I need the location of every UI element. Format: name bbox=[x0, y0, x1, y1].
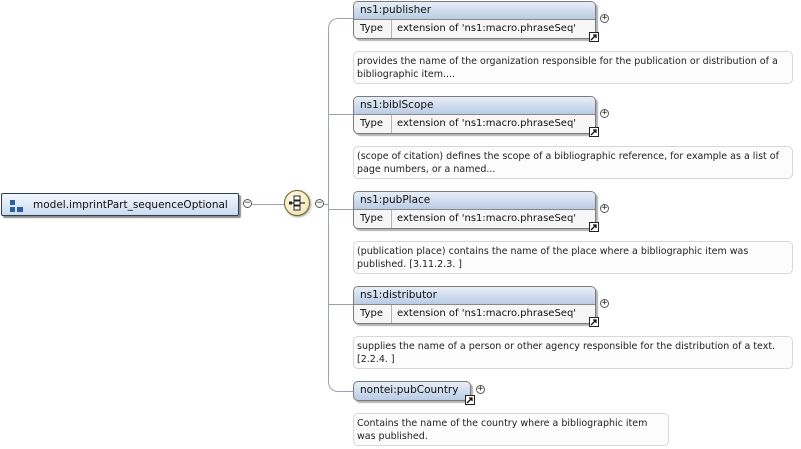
goto-definition-icon[interactable] bbox=[589, 127, 599, 137]
documentation-note: Contains the name of the country where a… bbox=[353, 413, 669, 446]
documentation-note: provides the name of the organization re… bbox=[353, 51, 793, 84]
type-row: Type extension of 'ns1:macro.phraseSeq' bbox=[354, 115, 595, 133]
type-row: Type extension of 'ns1:macro.phraseSeq' bbox=[354, 210, 595, 228]
model-group-icon bbox=[10, 200, 23, 212]
expand-icon[interactable]: + bbox=[600, 108, 609, 118]
type-value: extension of 'ns1:macro.phraseSeq' bbox=[397, 23, 577, 34]
model-group-label: model.imprintPart_sequenceOptional bbox=[33, 199, 228, 211]
goto-definition-icon[interactable] bbox=[465, 395, 475, 405]
element-name: nontei:pubCountry bbox=[360, 384, 459, 396]
documentation-note: (scope of citation) defines the scope of… bbox=[353, 146, 793, 179]
sequence-compositor[interactable] bbox=[284, 190, 310, 216]
element-pubPlace[interactable]: ns1:pubPlace Type extension of 'ns1:macr… bbox=[353, 191, 596, 229]
connector-vertical bbox=[328, 28, 330, 382]
element-distributor[interactable]: ns1:distributor Type extension of 'ns1:m… bbox=[353, 286, 596, 324]
goto-definition-icon[interactable] bbox=[589, 32, 599, 42]
connector-seq-trunk bbox=[324, 204, 329, 205]
type-label: Type bbox=[360, 308, 383, 319]
type-value: extension of 'ns1:macro.phraseSeq' bbox=[397, 118, 577, 129]
divider bbox=[391, 115, 392, 133]
element-biblScope[interactable]: ns1:biblScope Type extension of 'ns1:mac… bbox=[353, 96, 596, 134]
element-pubCountry[interactable]: nontei:pubCountry bbox=[353, 381, 471, 401]
type-value: extension of 'ns1:macro.phraseSeq' bbox=[397, 213, 577, 224]
element-name: ns1:biblScope bbox=[354, 97, 595, 115]
expand-icon[interactable]: + bbox=[476, 384, 485, 394]
element-name: ns1:pubPlace bbox=[354, 192, 595, 210]
documentation-note: (publication place) contains the name of… bbox=[353, 241, 793, 274]
element-name: ns1:distributor bbox=[354, 287, 595, 305]
divider bbox=[391, 210, 392, 228]
element-publisher[interactable]: ns1:publisher Type extension of 'ns1:mac… bbox=[353, 1, 596, 39]
sequence-icon bbox=[289, 195, 305, 211]
connector-top-curve bbox=[328, 18, 354, 31]
connector-root-to-seq bbox=[252, 204, 284, 205]
type-row: Type extension of 'ns1:macro.phraseSeq' bbox=[354, 20, 595, 38]
expand-icon[interactable]: + bbox=[600, 203, 609, 213]
connector-branch-4 bbox=[329, 304, 353, 305]
type-label: Type bbox=[360, 118, 383, 129]
divider bbox=[391, 20, 392, 38]
connector-bottom-curve bbox=[328, 379, 354, 392]
type-value: extension of 'ns1:macro.phraseSeq' bbox=[397, 308, 577, 319]
goto-definition-icon[interactable] bbox=[589, 317, 599, 327]
goto-definition-icon[interactable] bbox=[589, 222, 599, 232]
expand-icon[interactable]: + bbox=[600, 298, 609, 308]
type-label: Type bbox=[360, 213, 383, 224]
documentation-note: supplies the name of a person or other a… bbox=[353, 336, 793, 369]
type-label: Type bbox=[360, 23, 383, 34]
collapse-toggle-root[interactable]: − bbox=[243, 198, 252, 208]
model-group-box[interactable]: model.imprintPart_sequenceOptional bbox=[1, 193, 239, 216]
collapse-toggle-sequence[interactable]: − bbox=[315, 198, 324, 208]
connector-branch-3 bbox=[329, 209, 353, 210]
element-name: ns1:publisher bbox=[354, 2, 595, 20]
expand-icon[interactable]: + bbox=[600, 13, 609, 23]
connector-branch-2 bbox=[329, 114, 353, 115]
type-row: Type extension of 'ns1:macro.phraseSeq' bbox=[354, 305, 595, 323]
divider bbox=[391, 305, 392, 323]
